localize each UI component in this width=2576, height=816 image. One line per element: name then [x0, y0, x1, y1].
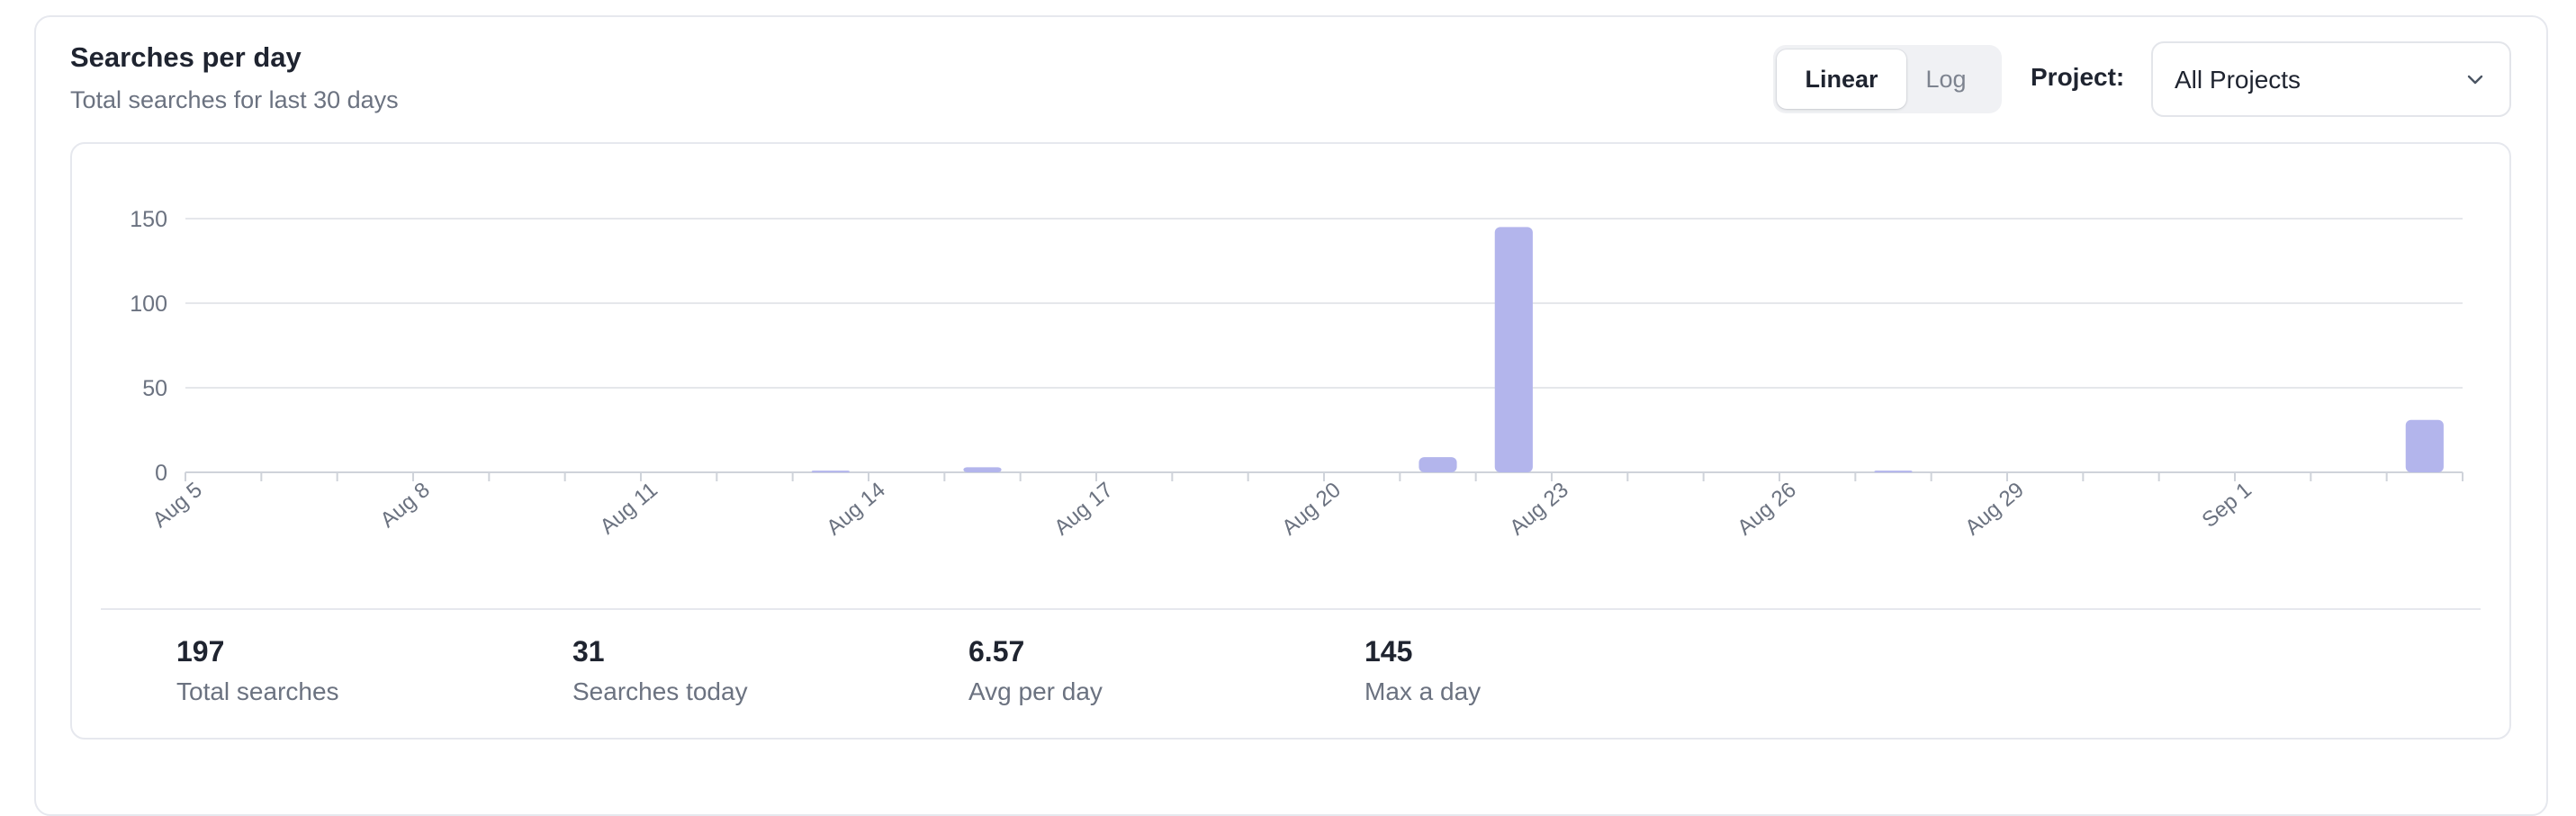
x-tick-label: Aug 17	[1049, 478, 1118, 541]
stat-value: 6.57	[968, 635, 1025, 668]
chart-subtitle: Total searches for last 30 days	[70, 86, 399, 113]
linear-scale-button[interactable]: Linear	[1777, 49, 1906, 109]
chevron-down-icon	[2467, 75, 2483, 85]
project-label: Project:	[2031, 63, 2125, 91]
y-tick-label: 150	[130, 207, 167, 232]
bar	[1494, 227, 1533, 472]
x-tick-label: Aug 26	[1733, 478, 1801, 541]
stat-value: 197	[176, 635, 225, 668]
log-scale-button[interactable]: Log	[1894, 49, 1998, 109]
bar	[811, 471, 850, 473]
stat-label: Total searches	[176, 677, 339, 705]
scale-toggle: Linear Log	[1773, 45, 2002, 113]
chart-title: Searches per day	[70, 41, 302, 73]
bar	[963, 467, 1002, 472]
searches-bar-chart: 0 50 100 150 Aug 5 Aug 8 Aug 11 Aug 14 Aug 17 Aug…	[130, 207, 2463, 541]
y-tick-label: 50	[142, 376, 167, 401]
stat-label: Avg per day	[968, 677, 1103, 705]
x-tick-label: Aug 14	[822, 478, 890, 541]
bar	[2405, 419, 2444, 472]
y-tick-label: 100	[130, 291, 167, 317]
x-tick-label: Sep 1	[2197, 478, 2256, 533]
y-tick-label: 0	[155, 461, 167, 486]
x-tick-label: Aug 5	[148, 478, 206, 533]
project-select-value: All Projects	[2175, 66, 2301, 94]
stat-label: Max a day	[1365, 677, 1482, 705]
bar	[1419, 457, 1457, 472]
x-tick-label: Aug 23	[1505, 478, 1573, 541]
stat-searches-today: 31 Searches today	[572, 635, 748, 706]
stat-max-a-day: 145 Max a day	[1365, 635, 1481, 706]
stats-divider	[101, 608, 2481, 610]
bar	[1874, 471, 1913, 473]
stat-value: 31	[572, 635, 605, 668]
x-tick-label: Aug 20	[1277, 478, 1346, 541]
x-tick-label: Aug 11	[596, 478, 662, 539]
project-select[interactable]: All Projects	[2151, 41, 2511, 117]
chart-panel	[70, 142, 2511, 740]
stat-total-searches: 197 Total searches	[176, 635, 339, 706]
stat-label: Searches today	[572, 677, 748, 705]
x-tick-label: Aug 29	[1960, 478, 2029, 541]
stat-value: 145	[1365, 635, 1413, 668]
x-tick-label: Aug 8	[375, 478, 434, 533]
stat-avg-per-day: 6.57 Avg per day	[968, 635, 1103, 706]
